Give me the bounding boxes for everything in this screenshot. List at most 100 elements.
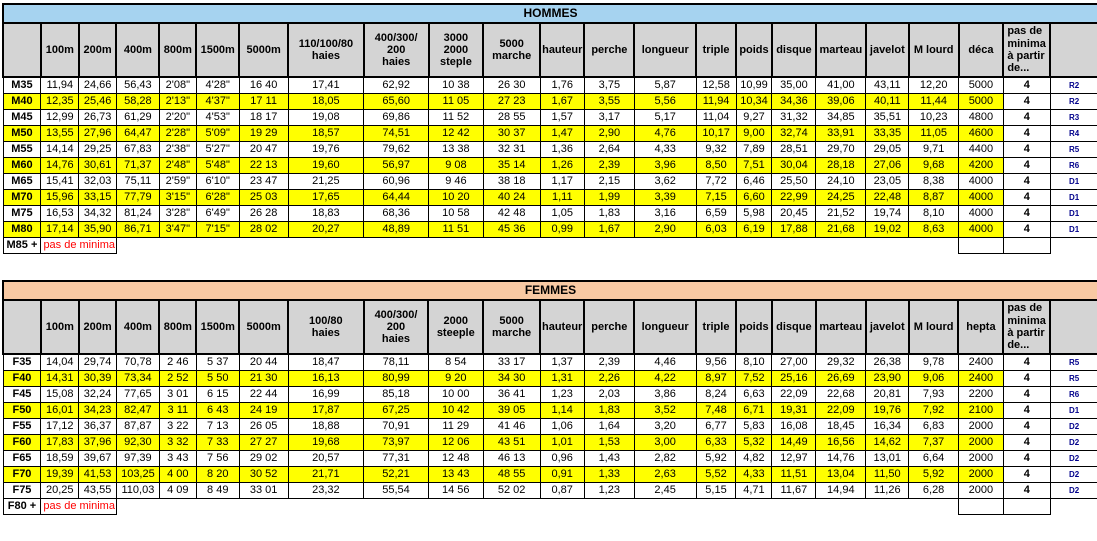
value-cell: 26 05 xyxy=(238,418,289,435)
value-cell: 2'13" xyxy=(158,93,197,110)
value-cell: 30,61 xyxy=(78,157,117,174)
value-cell: 52,21 xyxy=(363,466,429,483)
value-cell: 34,32 xyxy=(78,205,117,222)
value-cell: 30 52 xyxy=(238,466,289,483)
value-cell: 110,03 xyxy=(115,482,160,499)
column-header: 2000 steeple xyxy=(427,299,485,355)
value-cell: 0,87 xyxy=(539,482,585,499)
value-cell: 19,60 xyxy=(287,157,365,174)
minima-cell: 4 xyxy=(1002,386,1051,403)
value-cell: 2000 xyxy=(957,434,1004,451)
value-cell: 3,62 xyxy=(633,173,697,190)
value-cell: 25 03 xyxy=(238,189,289,206)
value-cell: 7,89 xyxy=(735,141,773,158)
value-cell: 14,04 xyxy=(40,353,80,371)
value-cell: 2'59" xyxy=(158,173,197,190)
value-cell: 15,96 xyxy=(40,189,80,206)
minima-cell: 4 xyxy=(1002,418,1051,435)
value-cell: 9,06 xyxy=(908,370,959,387)
column-header: 200m xyxy=(77,22,118,78)
value-cell: 5,17 xyxy=(633,109,697,126)
value-cell: 17 11 xyxy=(238,93,289,110)
value-cell: 1,23 xyxy=(583,482,635,499)
value-cell: 12 06 xyxy=(427,434,484,451)
code-cell xyxy=(1002,498,1051,515)
value-cell: 17,83 xyxy=(40,434,80,451)
value-cell: 3,17 xyxy=(583,109,635,126)
value-cell: 79,62 xyxy=(363,141,430,158)
value-cell: 21,52 xyxy=(815,205,867,222)
value-cell: 3,16 xyxy=(633,205,697,222)
value-cell: 15,08 xyxy=(40,386,80,403)
hommes-table-title: HOMMES xyxy=(2,3,1097,24)
value-cell: 17,41 xyxy=(287,76,365,94)
value-cell: 24,66 xyxy=(78,76,117,94)
value-cell: 20,81 xyxy=(865,386,910,403)
value-cell: 81,24 xyxy=(115,205,160,222)
column-header: 800m xyxy=(158,299,198,355)
value-cell: 27,00 xyxy=(771,353,817,371)
value-cell: 8,87 xyxy=(908,189,960,206)
value-cell: 3,00 xyxy=(633,434,697,451)
value-cell: 5'48" xyxy=(195,157,240,174)
row-label: F70 xyxy=(2,466,42,483)
table-row: F65 18,59 39,67 97,39 3 43 7 56 29 02 20,57 77,3… xyxy=(2,450,1097,467)
value-cell: 5000 xyxy=(958,93,1004,110)
column-header: 400m xyxy=(115,22,161,78)
value-cell: 6 43 xyxy=(195,402,240,419)
column-header: 3000 2000 steple xyxy=(427,22,485,78)
value-cell: 9,27 xyxy=(735,109,773,126)
value-cell: 1,17 xyxy=(539,173,585,190)
column-header: marteau xyxy=(814,299,867,355)
value-cell: 2,39 xyxy=(583,157,635,174)
value-cell: 41 46 xyxy=(482,418,541,435)
column-header: M lourd xyxy=(907,22,960,78)
value-cell: 27,06 xyxy=(865,157,910,174)
value-cell: 17,14 xyxy=(40,221,80,238)
value-cell: 1,23 xyxy=(539,386,585,403)
value-cell: 1,26 xyxy=(539,157,585,174)
value-cell: 35,90 xyxy=(78,221,117,238)
value-cell: 22 13 xyxy=(238,157,289,174)
value-cell: 6,33 xyxy=(695,434,737,451)
femmes-table-title: FEMMES xyxy=(2,280,1097,301)
column-header xyxy=(2,299,42,355)
value-cell: 0,96 xyxy=(539,450,585,467)
value-cell: 67,83 xyxy=(115,141,160,158)
value-cell: 11,05 xyxy=(908,125,960,142)
value-cell: 2'20" xyxy=(158,109,197,126)
row-label: F55 xyxy=(2,418,42,435)
column-header: déca xyxy=(957,22,1005,78)
value-cell: 74,51 xyxy=(363,125,430,142)
value-cell: 5,87 xyxy=(633,76,697,94)
value-cell: 16,99 xyxy=(287,386,365,403)
value-cell: 5'09" xyxy=(195,125,240,142)
column-header: longueur xyxy=(633,22,698,78)
column-header: perche xyxy=(583,22,636,78)
row-label: M75 xyxy=(2,205,42,222)
value-cell: 19 29 xyxy=(238,125,289,142)
value-cell: 34 30 xyxy=(482,370,541,387)
column-header: 5000m xyxy=(238,22,290,78)
code-cell: R2 xyxy=(1049,93,1097,110)
value-cell: 3 32 xyxy=(158,434,197,451)
value-cell: 6'49" xyxy=(195,205,240,222)
column-header: poids xyxy=(734,299,773,355)
table-row: F55 17,12 36,37 87,87 3 22 7 13 26 05 18,88 70,9… xyxy=(2,418,1097,435)
no-minima-row: F80 + pas de minima xyxy=(2,498,1097,515)
row-label: F40 xyxy=(2,370,42,387)
minima-cell xyxy=(957,498,1004,515)
value-cell: 19,02 xyxy=(865,221,910,238)
value-cell: 22,99 xyxy=(771,189,817,206)
value-cell: 13,04 xyxy=(815,466,867,483)
value-cell: 71,37 xyxy=(115,157,160,174)
value-cell: 19,74 xyxy=(865,205,910,222)
value-cell: 2,26 xyxy=(583,370,635,387)
table-row: F50 16,01 34,23 82,47 3 11 6 43 24 19 17,87 67,2… xyxy=(2,402,1097,419)
code-cell: R3 xyxy=(1049,109,1097,126)
code-cell: D2 xyxy=(1049,450,1097,467)
value-cell: 23,90 xyxy=(865,370,910,387)
value-cell: 3,55 xyxy=(583,93,635,110)
minima-cell: 4 xyxy=(1002,173,1051,190)
value-cell: 29 02 xyxy=(238,450,289,467)
